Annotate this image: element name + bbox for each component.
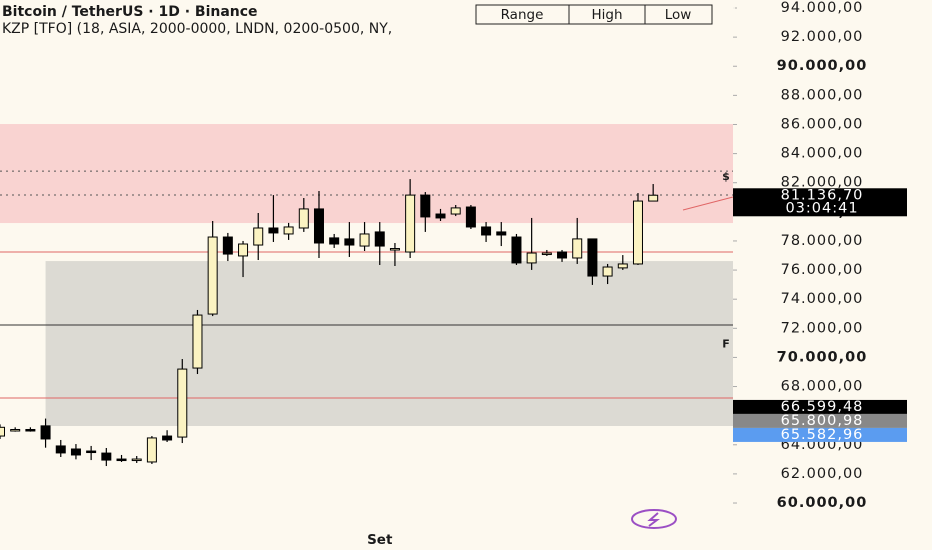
candle-body <box>40 425 51 440</box>
candle-body <box>481 226 492 236</box>
y-tick-label: 70.000,00 <box>777 349 868 365</box>
candle-body <box>253 227 264 246</box>
candle-body <box>283 226 294 235</box>
candle-body <box>617 263 628 269</box>
y-tick-label: 60.000,00 <box>777 495 868 511</box>
price-label: 65.800,98 <box>781 413 864 429</box>
candle-body <box>329 237 340 245</box>
y-tick-label: 68.000,00 <box>781 379 864 395</box>
candle-body <box>116 458 127 462</box>
candle-body <box>450 207 461 215</box>
price-label-box <box>733 188 907 217</box>
y-tick-label: 82.000,00 <box>781 175 864 191</box>
candle-body <box>192 314 203 369</box>
candle-body <box>0 426 5 437</box>
candle-body <box>222 236 233 255</box>
candle-body <box>359 233 370 247</box>
price-label-box <box>733 413 907 428</box>
plot-area <box>0 124 733 467</box>
zone <box>45 261 733 426</box>
y-tick-label: 86.000,00 <box>781 116 864 132</box>
candle-body <box>238 243 249 257</box>
candle-body <box>298 208 309 229</box>
candle-body <box>131 458 142 462</box>
candle-body <box>465 206 476 228</box>
candle-body <box>632 200 643 265</box>
candle-body <box>511 236 522 264</box>
candle-body <box>602 266 613 277</box>
candle-body <box>572 238 583 259</box>
high-button[interactable]: High <box>591 7 622 23</box>
price-label-box <box>733 399 907 414</box>
candle-body <box>541 252 552 256</box>
candle-body <box>55 445 66 454</box>
price-label: 65.582,96 <box>781 427 864 443</box>
chart-title: Bitcoin / TetherUS · 1D · Binance <box>2 4 258 20</box>
candle-body <box>10 428 21 432</box>
candle-body <box>374 231 385 247</box>
y-tick-label: 94.000,00 <box>781 0 864 16</box>
candle-body <box>557 251 568 259</box>
zone <box>0 124 733 224</box>
countdown: 03:04:41 <box>785 200 858 216</box>
button-group: Range High Low <box>475 4 713 25</box>
candle-body <box>420 194 431 218</box>
candle-body <box>648 194 659 202</box>
trend-line <box>682 196 734 211</box>
candle-body <box>86 450 97 454</box>
y-tick-label: 72.000,00 <box>781 320 864 336</box>
candle-body <box>146 437 157 463</box>
candle-body <box>496 231 507 236</box>
logo-icon <box>631 509 677 529</box>
low-button[interactable]: Low <box>665 7 692 23</box>
range-button[interactable]: Range <box>501 7 544 23</box>
candle-body <box>162 435 173 441</box>
candle-body <box>344 238 355 246</box>
candle-body <box>70 448 81 456</box>
y-tick-label: 78.000,00 <box>781 233 864 249</box>
candle-body <box>389 248 400 251</box>
price-label-box <box>733 427 907 442</box>
price-label: 66.599,48 <box>781 399 864 415</box>
y-tick-label: 90.000,00 <box>777 58 868 74</box>
candle-body <box>101 452 112 461</box>
candle-body <box>313 208 324 244</box>
annotation: F <box>722 337 730 350</box>
annotation: $ <box>722 170 730 183</box>
candle-body <box>25 428 36 432</box>
candle-body <box>207 236 218 315</box>
y-tick-label: 76.000,00 <box>781 262 864 278</box>
candle-body <box>268 227 279 234</box>
y-tick-label: 88.000,00 <box>781 87 864 103</box>
y-tick-label: 84.000,00 <box>781 146 864 162</box>
y-tick-label: 92.000,00 <box>781 29 864 45</box>
button-frame[interactable] <box>644 4 713 25</box>
chart-subtitle: KZP [TFO] (18, ASIA, 2000-0000, LNDN, 02… <box>2 21 392 37</box>
price-label: 81.136,70 <box>781 187 864 203</box>
y-tick-label: 74.000,00 <box>781 291 864 307</box>
candle-body <box>405 194 416 253</box>
candle-body <box>526 252 537 264</box>
candle-body <box>435 213 446 219</box>
candle-body <box>177 368 188 438</box>
candle-body <box>587 238 598 277</box>
x-tick-label: Set <box>367 532 393 548</box>
y-tick-label: 62.000,00 <box>781 466 864 482</box>
